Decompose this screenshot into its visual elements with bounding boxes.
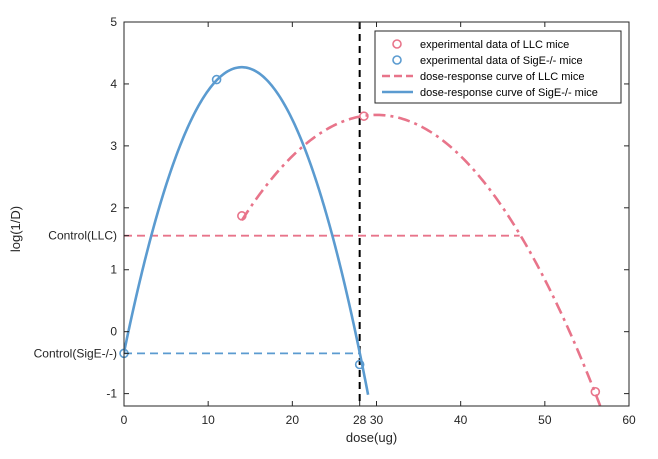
y-axis-label: log(1/D) — [8, 206, 23, 252]
y-tick-label: 3 — [110, 139, 117, 153]
x-tick-label: 50 — [538, 413, 552, 427]
x-tick-label: 28 — [353, 413, 367, 427]
curve-llc — [240, 113, 602, 406]
x-tick-label: 0 — [121, 413, 128, 427]
legend-box — [374, 30, 622, 104]
data-point-sige-2 — [354, 359, 365, 370]
plot-content — [124, 22, 602, 406]
x-tick-label: 10 — [201, 413, 215, 427]
y-tick-label: 5 — [110, 15, 117, 29]
axes: 0 10 20 28 30 40 50 60 -1 0 1 2 3 4 5 Control(LLC) Contr… — [8, 15, 636, 445]
data-point-llc-2 — [590, 386, 601, 397]
y-tick-label: 1 — [110, 263, 117, 277]
x-tick-label: 40 — [454, 413, 468, 427]
x-axis-label: dose(ug) — [346, 430, 397, 445]
y-tick-label: -1 — [106, 387, 117, 401]
x-tick-label: 60 — [622, 413, 636, 427]
curve-sige — [124, 65, 370, 395]
x-tick-label: 30 — [370, 413, 384, 427]
legend-marker-0 — [392, 39, 402, 49]
control-tick-label: Control(LLC) — [48, 229, 117, 243]
control-tick-label: Control(SigE-/-) — [34, 346, 117, 360]
legend-label-0: experimental data of LLC mice — [420, 39, 569, 51]
plot-area — [119, 22, 602, 406]
data-point-sige-1 — [211, 74, 222, 85]
data-point-llc-1 — [359, 111, 369, 121]
y-tick-label: 4 — [110, 77, 117, 91]
data-point-llc-0 — [237, 211, 247, 221]
x-tick-label: 20 — [286, 413, 300, 427]
legend-label-2: dose-response curve of LLC mice — [420, 71, 584, 83]
legend-marker-1 — [392, 55, 402, 65]
legend: experimental data of LLC mice experimenta… — [374, 30, 622, 104]
legend-label-1: experimental data of SigE-/- mice — [420, 55, 583, 67]
y-tick-label: 2 — [110, 201, 117, 215]
legend-label-3: dose-response curve of SigE-/- mice — [420, 87, 598, 99]
y-tick-label: 0 — [110, 325, 117, 339]
